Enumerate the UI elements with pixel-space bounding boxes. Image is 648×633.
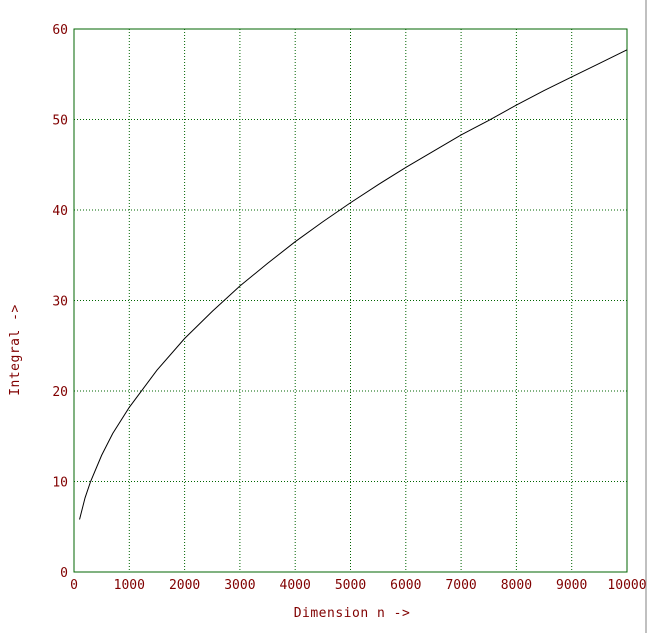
y-axis-title: Integral -> — [8, 304, 23, 396]
y-tick-label: 30 — [52, 295, 68, 310]
x-tick-label: 2000 — [169, 578, 200, 593]
x-tick-label: 9000 — [556, 578, 587, 593]
x-tick-label: 4000 — [280, 578, 311, 593]
y-tick-label: 50 — [52, 114, 68, 129]
x-tick-label: 0 — [70, 578, 78, 593]
x-tick-label: 6000 — [390, 578, 421, 593]
x-tick-label: 8000 — [501, 578, 532, 593]
plot-frame — [73, 28, 628, 573]
x-axis-title: Dimension n -> — [294, 606, 411, 621]
y-tick-label: 0 — [60, 566, 68, 581]
x-tick-label: 10000 — [607, 578, 646, 593]
x-tick-label: 7000 — [445, 578, 476, 593]
x-axis-ticks: 0 1000 2000 3000 4000 5000 6000 7000 8000 9000 100… — [70, 578, 646, 593]
x-tick-label: 3000 — [224, 578, 255, 593]
y-tick-label: 40 — [52, 204, 68, 219]
series-line — [79, 49, 628, 520]
grid — [74, 29, 627, 572]
y-tick-label: 10 — [52, 476, 68, 491]
y-tick-label: 20 — [52, 385, 68, 400]
x-tick-label: 5000 — [335, 578, 366, 593]
x-tick-label: 1000 — [114, 578, 145, 593]
y-axis-ticks: 0 10 20 30 40 50 60 — [52, 23, 68, 581]
y-tick-label: 60 — [52, 23, 68, 38]
